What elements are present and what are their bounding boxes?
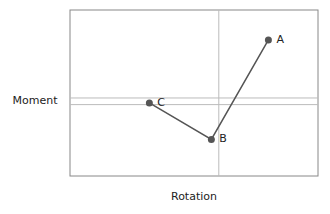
y-axis-label: Moment [13, 94, 59, 107]
plot-area [70, 10, 318, 176]
plot-frame [70, 10, 318, 176]
point-label: B [219, 132, 227, 145]
x-axis-label: Rotation [171, 190, 217, 203]
chart-container: C B A Rotation Moment [0, 0, 330, 214]
data-point [146, 99, 153, 106]
reference-line [70, 97, 318, 98]
reference-line [218, 10, 219, 176]
data-point [265, 36, 272, 43]
data-line [149, 40, 268, 140]
reference-line [70, 104, 318, 105]
point-label: C [157, 96, 165, 109]
point-label: A [276, 33, 284, 46]
data-point [208, 136, 215, 143]
chart: C B A Rotation Moment [0, 0, 330, 214]
